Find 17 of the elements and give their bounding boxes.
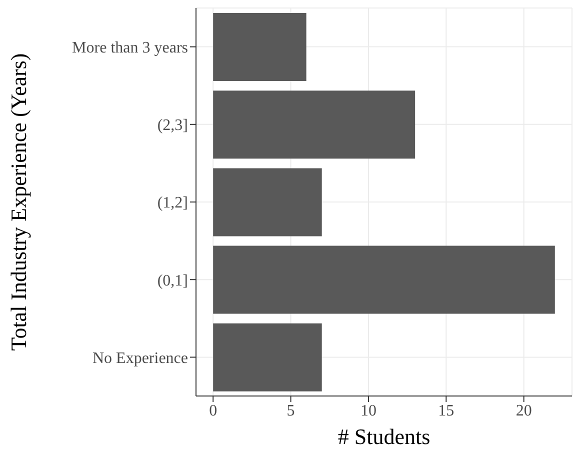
x-tick-label: 10	[360, 402, 376, 420]
y-tick-label: (0,1]	[157, 272, 188, 290]
y-tick-label: (2,3]	[157, 117, 188, 134]
bar	[213, 246, 555, 314]
x-tick-label: 0	[209, 402, 218, 420]
bar	[213, 168, 322, 236]
y-tick-label: (1,2]	[157, 194, 188, 212]
x-tick-label: 20	[516, 402, 532, 420]
x-tick-label: 15	[438, 402, 454, 420]
y-tick-label: No Experience	[92, 350, 188, 367]
x-axis-title: # Students	[338, 424, 430, 449]
bar	[213, 90, 416, 159]
bar	[213, 323, 322, 392]
x-tick-label: 5	[286, 402, 295, 420]
y-tick-label: More than 3 years	[72, 39, 188, 56]
y-axis-title: Total Industry Experience (Years)	[6, 53, 31, 351]
bar	[213, 13, 306, 81]
